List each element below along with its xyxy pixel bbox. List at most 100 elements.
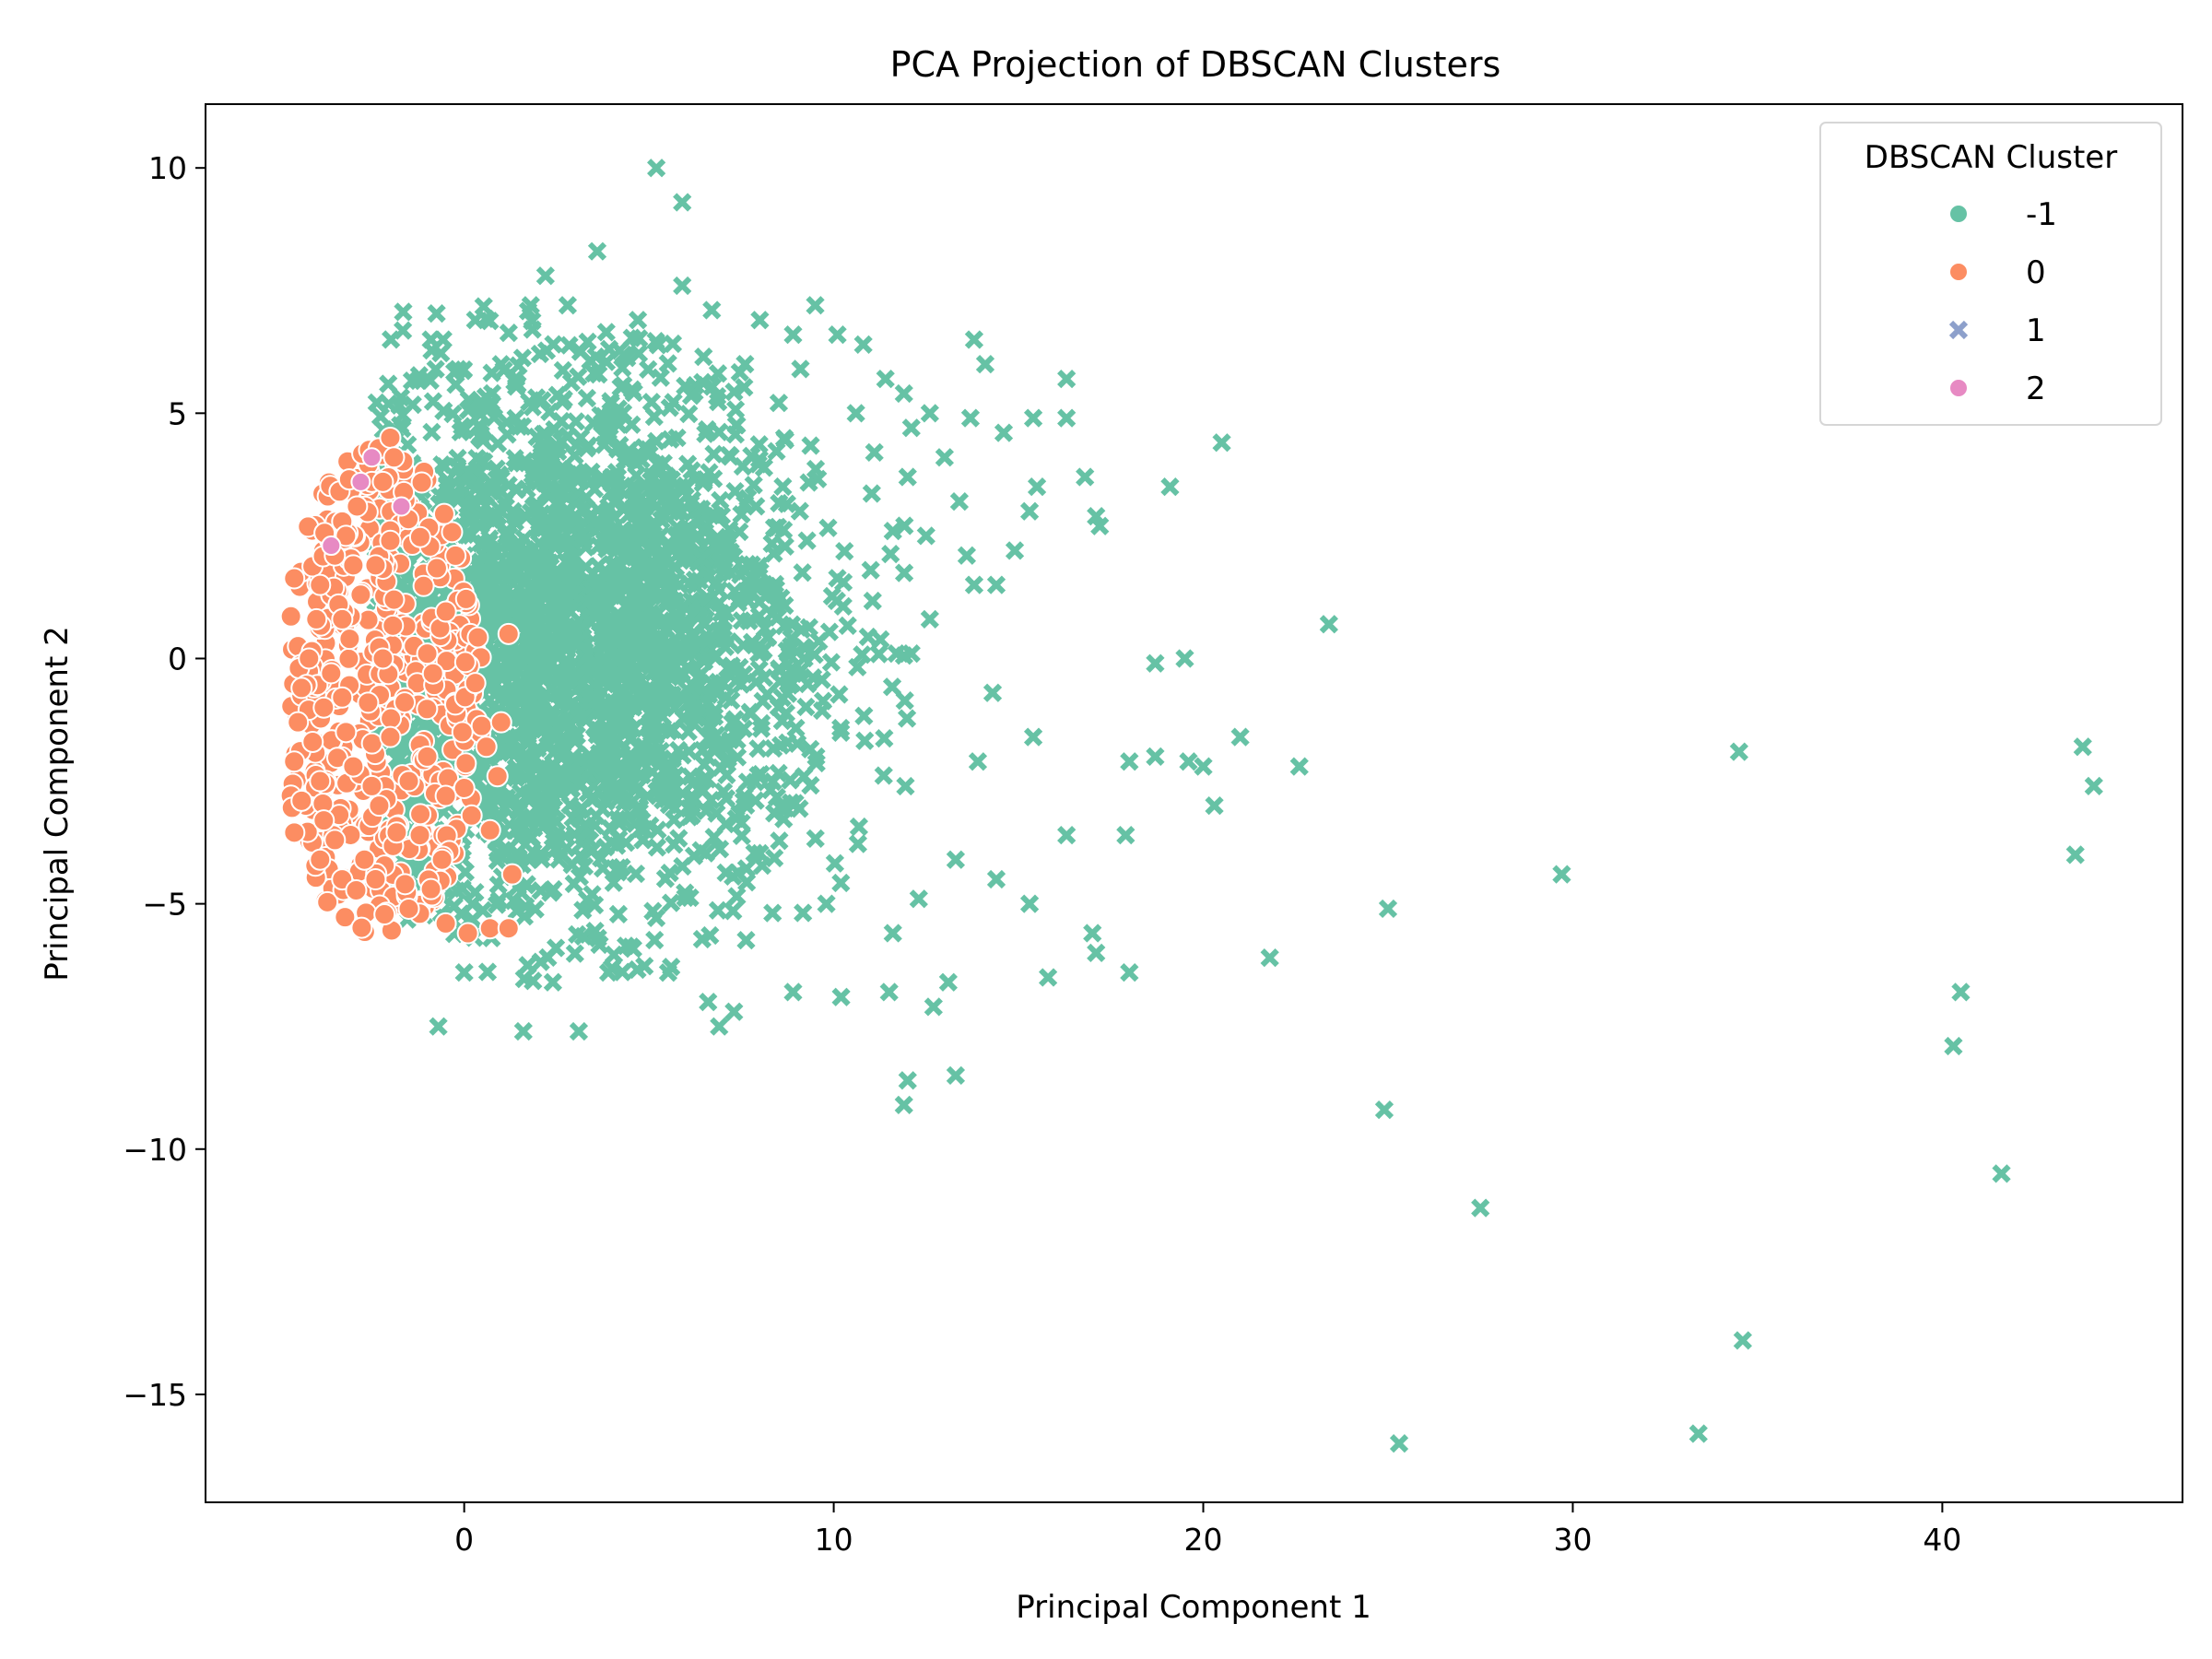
noise-point bbox=[516, 897, 535, 916]
cluster0-point bbox=[305, 607, 328, 630]
noise-point bbox=[732, 813, 751, 832]
noise-point bbox=[777, 641, 796, 661]
noise-point bbox=[379, 374, 398, 394]
noise-point bbox=[558, 296, 578, 315]
noise-point bbox=[596, 700, 616, 720]
noise-point bbox=[708, 364, 728, 383]
noise-point bbox=[671, 688, 690, 708]
noise-point bbox=[443, 404, 463, 424]
cluster0-point bbox=[373, 903, 396, 926]
cluster0-point bbox=[382, 588, 406, 611]
noise-point bbox=[599, 595, 619, 616]
noise-point bbox=[833, 596, 853, 617]
noise-point bbox=[751, 719, 771, 738]
noise-point bbox=[614, 648, 633, 667]
noise-point bbox=[595, 838, 616, 857]
noise-point bbox=[535, 266, 555, 286]
noise-point bbox=[920, 609, 939, 629]
noise-point bbox=[639, 359, 658, 380]
noise-point bbox=[746, 791, 765, 810]
noise-point bbox=[862, 484, 881, 503]
noise-point bbox=[508, 579, 528, 598]
x-axis-ticks: 0 10 20 30 40 bbox=[454, 1502, 1961, 1558]
noise-point bbox=[1374, 1100, 1394, 1120]
noise-point bbox=[522, 662, 541, 682]
noise-point bbox=[775, 430, 795, 450]
noise-point bbox=[680, 888, 700, 908]
legend-label: 1 bbox=[2026, 312, 2046, 349]
noise-point bbox=[629, 344, 649, 363]
x-tick-label: 10 bbox=[815, 1522, 853, 1558]
noise-point bbox=[571, 845, 590, 865]
cluster0-point bbox=[345, 878, 368, 901]
noise-point bbox=[657, 591, 677, 610]
cluster0-point bbox=[316, 890, 339, 913]
noise-point bbox=[576, 667, 595, 687]
noise-point bbox=[673, 746, 692, 765]
noise-point bbox=[708, 900, 728, 920]
noise-point bbox=[724, 901, 743, 921]
noise-point bbox=[796, 697, 816, 717]
noise-point bbox=[455, 863, 476, 882]
noise-point bbox=[632, 606, 653, 627]
noise-point bbox=[721, 447, 740, 466]
noise-point bbox=[1120, 752, 1139, 771]
noise-point bbox=[540, 402, 559, 421]
cluster0-point bbox=[394, 873, 417, 896]
noise-point bbox=[596, 323, 616, 342]
cluster0-point bbox=[368, 794, 391, 818]
noise-point bbox=[667, 611, 687, 630]
noise-point bbox=[541, 883, 560, 902]
cluster0-point bbox=[331, 607, 354, 630]
cluster0-point bbox=[382, 446, 406, 469]
noise-point bbox=[825, 853, 845, 873]
noise-point bbox=[652, 720, 672, 739]
cluster0-point bbox=[497, 622, 520, 645]
noise-point bbox=[479, 574, 500, 594]
noise-point bbox=[614, 520, 633, 540]
noise-point bbox=[1087, 943, 1106, 962]
noise-point bbox=[622, 415, 641, 434]
cluster0-point bbox=[410, 471, 433, 494]
y-tick-label: −15 bbox=[123, 1377, 187, 1413]
noise-point bbox=[628, 631, 647, 652]
noise-point bbox=[704, 444, 724, 464]
noise-point bbox=[799, 618, 819, 637]
noise-point bbox=[527, 545, 547, 564]
noise-point bbox=[647, 838, 667, 857]
noise-point bbox=[726, 671, 746, 690]
noise-point bbox=[1019, 894, 1040, 913]
noise-point bbox=[721, 542, 740, 561]
y-tick-label: 10 bbox=[148, 150, 187, 186]
noise-point bbox=[595, 740, 616, 759]
noise-point bbox=[887, 644, 906, 664]
noise-point bbox=[938, 972, 958, 992]
cluster0-point bbox=[454, 587, 477, 610]
noise-point bbox=[717, 530, 736, 549]
cluster0-point bbox=[416, 642, 439, 665]
noise-point bbox=[684, 846, 704, 865]
noise-point bbox=[882, 677, 902, 697]
noise-point bbox=[612, 857, 631, 877]
noise-point bbox=[712, 604, 731, 623]
noise-point bbox=[641, 393, 661, 412]
noise-point bbox=[732, 505, 751, 524]
noise-point bbox=[713, 674, 733, 693]
noise-point bbox=[584, 717, 604, 736]
noise-point bbox=[518, 956, 537, 975]
noise-point bbox=[770, 831, 789, 851]
noise-point bbox=[429, 1017, 448, 1036]
noise-point bbox=[703, 739, 723, 759]
noise-point bbox=[571, 428, 591, 448]
noise-point bbox=[562, 584, 582, 604]
noise-point bbox=[692, 548, 712, 569]
noise-point bbox=[706, 506, 726, 526]
noise-point bbox=[602, 467, 621, 487]
noise-point bbox=[831, 723, 851, 743]
cluster0-point bbox=[301, 730, 324, 753]
y-tick-label: 0 bbox=[168, 641, 187, 677]
cluster0-point bbox=[416, 698, 439, 721]
cluster0-point bbox=[360, 774, 383, 797]
noise-point bbox=[883, 521, 902, 541]
